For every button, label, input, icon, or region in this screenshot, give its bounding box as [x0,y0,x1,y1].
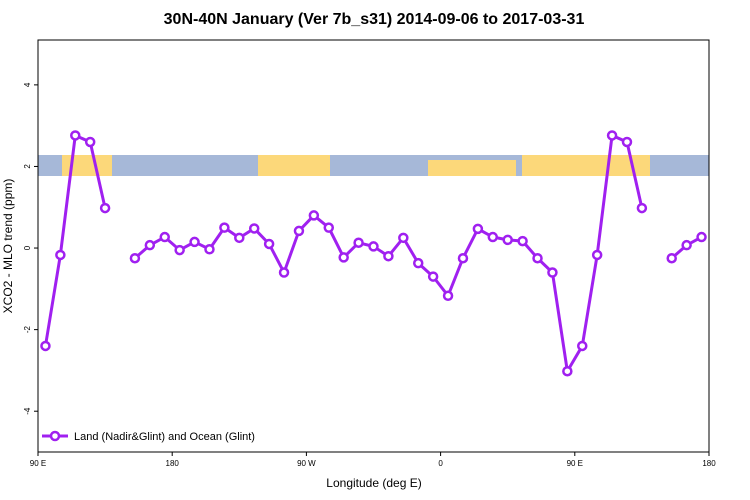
x-tick-label: 180 [702,459,716,468]
legend-label: Land (Nadir&Glint) and Ocean (Glint) [74,431,255,443]
y-tick-label: 2 [23,164,32,169]
y-tick-label: -2 [23,326,32,334]
point [577,340,588,352]
point [621,136,633,148]
point [293,225,305,237]
point [591,249,603,261]
point [204,244,215,255]
point [70,130,81,141]
point [457,252,469,264]
point [398,232,409,244]
point [487,231,499,243]
point [383,250,394,262]
point [606,130,618,141]
point [99,202,111,214]
y-axis-label: XCO2 - MLO trend (ppm) [1,179,15,314]
y-tick-label: 0 [23,245,32,250]
point [234,232,245,244]
x-tick-label: 180 [166,459,180,468]
point [696,231,707,243]
point [84,136,96,148]
point [517,235,528,247]
point [278,267,290,278]
point [427,271,439,282]
point [263,238,275,250]
point [442,290,454,302]
point [308,210,320,221]
y-tick-label: -4 [23,407,32,415]
point [681,239,692,251]
point [472,223,484,235]
point [666,252,677,264]
point [189,236,200,248]
plot-frame [37,39,710,453]
point [248,223,260,234]
legend-entry: Land (Nadir&Glint) and Ocean (Glint) [42,430,255,443]
y-tick-label: 4 [23,82,32,87]
point [323,222,335,233]
x-axis-label: Longitude (deg E) [326,476,421,490]
legend-swatch-point [49,430,61,442]
point [636,202,648,214]
x-tick-label: 90 W [297,459,316,468]
point [502,234,513,246]
world-map-strip [38,155,709,176]
point [129,252,141,264]
point [55,249,66,261]
point [532,252,543,264]
point [547,267,558,278]
x-tick-label: 90 E [30,459,46,468]
point [219,222,230,233]
point [144,239,156,251]
point [353,237,364,248]
point [368,241,379,252]
point [412,257,424,269]
point [174,244,185,256]
point [562,365,573,377]
chart-title: 30N-40N January (Ver 7b_s31) 2014-09-06 … [164,11,585,28]
x-tick-label: 0 [438,459,443,468]
point [159,231,170,243]
x-tick-label: 90 E [567,459,583,468]
point [338,252,349,263]
point [40,340,51,352]
